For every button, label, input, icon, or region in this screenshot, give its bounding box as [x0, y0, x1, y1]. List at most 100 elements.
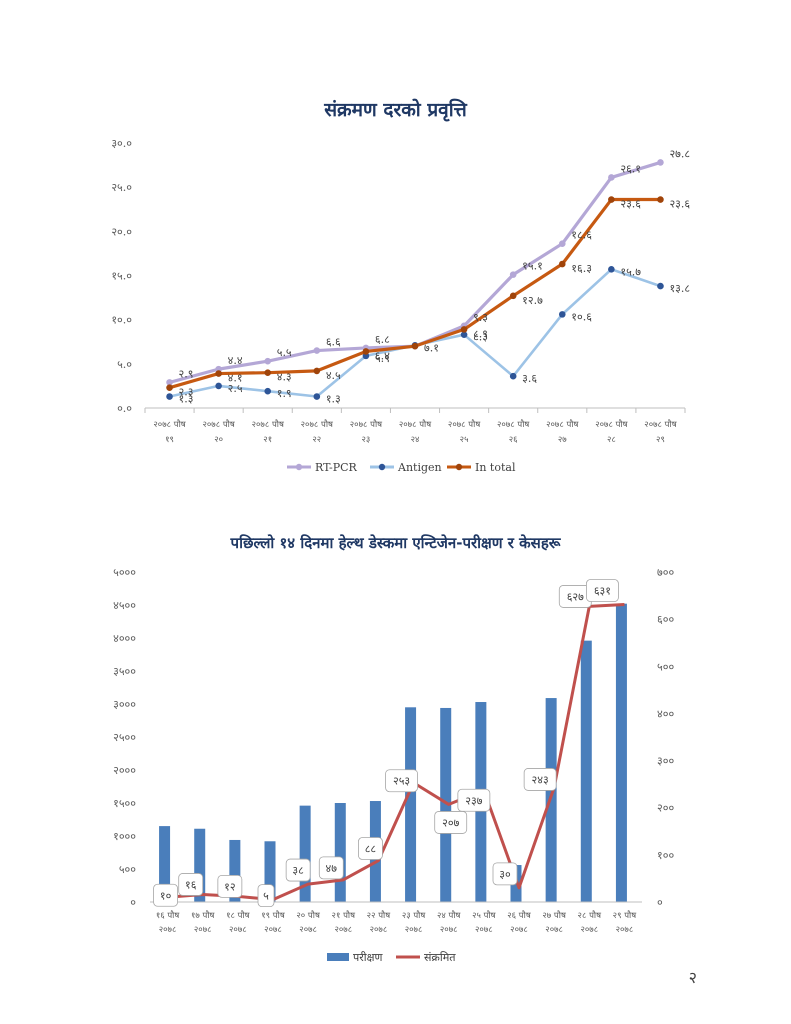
data-point-rtpcr	[558, 240, 566, 247]
data-label-rtpcr: ९.३	[473, 311, 488, 324]
data-callout: १२	[217, 874, 243, 898]
page-number: २	[688, 968, 697, 987]
data-point-total	[166, 384, 173, 391]
x-tick-label: १९	[165, 435, 174, 445]
data-label-antigen: ८.३	[473, 331, 488, 344]
data-label-rtpcr: ५.५	[277, 346, 292, 359]
data-callout: २४३	[523, 768, 557, 791]
y-right-tick-label: ५००	[657, 660, 674, 673]
callout-label: ६२७	[567, 590, 584, 603]
callout-box	[457, 788, 491, 812]
data-label-rtpcr: २६.१	[620, 162, 641, 175]
y-left-tick-label: ४५००	[113, 599, 136, 612]
data-label-antigen: ७.१	[424, 341, 439, 354]
legend-label: RT-PCR	[315, 461, 358, 474]
y-right-tick-label: २००	[657, 802, 674, 815]
x-tick-label: १८ पौष	[226, 910, 251, 921]
y-left-tick-label: ३५००	[113, 665, 136, 678]
y-left-tick-label: १०००	[113, 830, 136, 843]
callout-box	[492, 862, 518, 886]
data-label-rtpcr: २७.८	[669, 147, 690, 160]
data-callout: १०	[153, 883, 178, 907]
callout-box	[586, 579, 619, 602]
y-tick-label: ३०.०	[111, 137, 132, 150]
data-point-rtpcr	[509, 271, 517, 278]
callout-label: १०	[160, 889, 172, 902]
callout-box	[358, 837, 383, 860]
x-tick-label: १७ पौष	[191, 910, 216, 921]
data-label-rtpcr: ४.४	[228, 354, 243, 367]
y-left-tick-label: २५००	[113, 731, 136, 744]
callout-label: ८८	[365, 843, 377, 856]
data-point-rtpcr	[166, 379, 173, 386]
legend-label: In total	[475, 461, 516, 474]
x-tick-label: २०७८ पौष	[546, 419, 579, 430]
data-callout: ५	[257, 884, 275, 908]
x-tick-label: २०७८	[159, 925, 177, 935]
data-label-antigen: ३.६	[522, 372, 537, 385]
callout-label: ४७	[326, 862, 338, 875]
data-callout: ३०	[492, 862, 518, 886]
legend-bar-swatch	[327, 953, 349, 961]
data-point-total	[411, 342, 419, 350]
chart1-svg: ०.० ५.० १०.० १५.० २०.० २५.० ३०.० २०७८ पौष १९ २०७८…	[111, 137, 690, 474]
x-tick-label: २०७८	[370, 925, 388, 935]
bar	[580, 640, 592, 902]
y-left-tick-label: २०००	[113, 764, 136, 777]
bar	[159, 826, 171, 902]
data-point-total	[509, 292, 517, 300]
x-tick-label: २०७८ पौष	[202, 419, 235, 430]
y-right-tick-label: ४००	[657, 707, 674, 720]
data-label-antigen: १.९	[277, 387, 292, 400]
y-left-tick-label: १५००	[113, 797, 136, 810]
x-tick-label: २५	[460, 435, 469, 445]
data-label-rtpcr: ६.६	[326, 336, 341, 349]
x-tick-label: २९	[656, 435, 665, 445]
legend-label: Antigen	[397, 461, 442, 474]
callout-label: २३७	[465, 794, 482, 807]
bar	[229, 839, 241, 902]
x-tick-label: २०७८ पौष	[301, 419, 334, 430]
x-tick-label: २० पौष	[296, 910, 321, 921]
x-tick-label: २३ पौष	[402, 910, 427, 921]
data-point-total	[657, 196, 664, 203]
x-tick-label: २०७८	[545, 925, 563, 935]
x-tick-label: २१ पौष	[332, 910, 357, 921]
y-right-tick-label: १००	[657, 849, 674, 862]
y-left-tick-label: ४०००	[113, 632, 136, 645]
data-label-total: १६.३	[571, 262, 592, 275]
data-callout: ४७	[318, 856, 344, 880]
x-tick-label: २६ पौष	[507, 910, 532, 921]
callout-label: ५	[263, 890, 269, 903]
y-tick-label: ०.०	[117, 402, 132, 415]
data-point-total	[264, 369, 272, 376]
x-tick-label: २२ पौष	[367, 910, 392, 921]
x-tick-label: २०७८	[299, 925, 317, 935]
x-tick-label: २०७८	[194, 925, 212, 935]
x-tick-label: २०	[214, 435, 223, 445]
x-tick-label: १६ पौष	[156, 910, 181, 921]
x-tick-label: २०७८ पौष	[252, 419, 285, 430]
data-callout: १६	[178, 873, 204, 896]
data-point-rtpcr	[313, 347, 321, 354]
callout-label: ६३१	[594, 585, 611, 598]
x-tick-label: २१	[263, 435, 272, 445]
x-tick-label: २०७८	[405, 925, 423, 935]
data-label-total: ४.३	[277, 371, 292, 384]
data-point-total	[558, 260, 566, 268]
y-left-tick-label: ०	[130, 896, 136, 909]
data-label-total: ६.४	[375, 349, 390, 362]
data-callout: २०७	[434, 811, 468, 834]
data-label-total: ८.९	[473, 327, 488, 340]
data-label-rtpcr: १८.६	[571, 229, 592, 242]
x-tick-label: २०७८ पौष	[644, 419, 677, 430]
data-label-total: १२.७	[522, 294, 543, 307]
y-left-tick-label: ५००	[119, 863, 136, 876]
y-tick-label: १०.०	[111, 314, 132, 327]
x-tick-label: २०७८	[334, 925, 352, 935]
y-left-tick-label: ५०००	[113, 566, 136, 579]
callout-box	[434, 811, 468, 834]
x-tick-label: २०७८	[580, 925, 598, 935]
bar	[615, 603, 627, 902]
